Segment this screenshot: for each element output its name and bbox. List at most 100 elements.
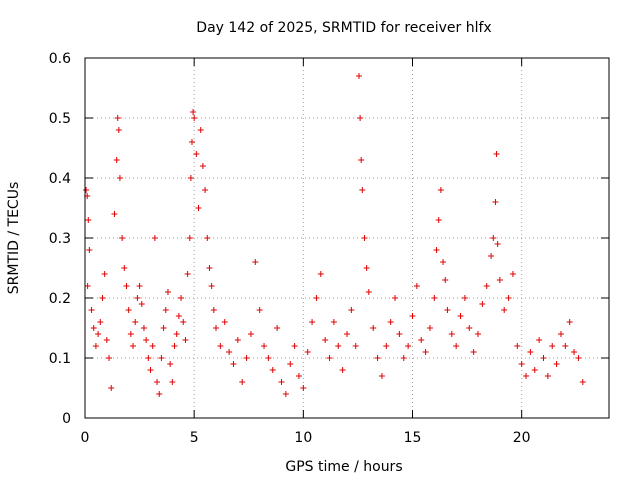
data-point: [370, 325, 377, 331]
data-point: [143, 337, 150, 343]
data-point: [151, 235, 158, 241]
data-point: [169, 379, 176, 385]
data-point: [204, 235, 211, 241]
data-point: [274, 325, 281, 331]
data-point: [184, 271, 191, 277]
data-point: [304, 349, 311, 355]
data-point: [193, 151, 200, 157]
data-point: [213, 325, 219, 331]
data-point: [413, 283, 420, 289]
data-point: [182, 337, 189, 343]
x-tick-label: 20: [513, 430, 531, 446]
data-point: [167, 361, 174, 367]
data-point: [518, 361, 525, 367]
data-point: [164, 289, 171, 295]
y-tick-label: 0: [62, 411, 71, 427]
x-tick-label: 10: [294, 430, 312, 446]
data-point: [226, 349, 233, 355]
data-point: [252, 259, 259, 265]
data-point: [453, 343, 460, 349]
data-point: [106, 355, 113, 361]
data-point: [433, 247, 440, 253]
data-point: [136, 283, 143, 289]
data-point: [97, 319, 104, 325]
data-point: [287, 361, 294, 367]
data-point: [84, 283, 91, 289]
data-point: [188, 139, 195, 145]
data-point: [514, 343, 521, 349]
data-point: [99, 295, 106, 301]
data-point: [125, 307, 132, 313]
data-point: [470, 349, 477, 355]
data-point: [187, 175, 194, 181]
data-point: [202, 187, 209, 193]
data-point: [431, 295, 438, 301]
data-point: [330, 319, 337, 325]
data-point: [313, 295, 320, 301]
data-point: [359, 187, 366, 193]
data-point: [479, 301, 486, 307]
data-point: [509, 271, 516, 277]
data-point: [206, 265, 213, 271]
data-point: [309, 319, 316, 325]
data-point: [149, 343, 156, 349]
data-point: [269, 367, 276, 373]
data-point: [579, 379, 586, 385]
x-tick-label: 15: [404, 430, 422, 446]
data-point: [505, 295, 512, 301]
data-point: [145, 355, 152, 361]
data-point: [154, 379, 161, 385]
data-point: [490, 235, 497, 241]
data-point: [444, 307, 451, 313]
data-point: [162, 307, 169, 313]
data-point: [348, 307, 355, 313]
data-point: [95, 331, 102, 337]
data-point: [247, 331, 254, 337]
data-point: [553, 361, 560, 367]
y-tick-label: 0.3: [49, 231, 71, 247]
data-point: [378, 373, 385, 379]
data-point: [300, 385, 307, 391]
data-point: [493, 151, 500, 157]
data-point: [199, 163, 206, 169]
data-point: [83, 187, 90, 193]
data-point: [531, 367, 538, 373]
data-point: [440, 259, 447, 265]
y-tick-label: 0.1: [49, 351, 71, 367]
data-point: [123, 283, 130, 289]
data-point: [197, 127, 204, 133]
data-point: [571, 349, 578, 355]
data-point: [483, 283, 490, 289]
data-point: [435, 217, 442, 223]
data-point: [115, 127, 122, 133]
data-point: [127, 331, 134, 337]
data-point: [322, 337, 329, 343]
data-point: [171, 343, 178, 349]
data-point: [448, 331, 455, 337]
gridlines: [85, 58, 609, 418]
data-point: [178, 295, 185, 301]
x-axis-label: GPS time / hours: [285, 459, 402, 475]
data-point: [358, 157, 365, 163]
data-point: [156, 391, 163, 397]
data-point: [461, 295, 468, 301]
data-point: [103, 337, 110, 343]
data-point: [243, 355, 250, 361]
data-point: [562, 343, 569, 349]
data-point: [138, 301, 145, 307]
data-point: [527, 349, 534, 355]
data-point: [210, 307, 217, 313]
data-point: [221, 319, 228, 325]
data-point: [365, 289, 372, 295]
data-point: [387, 319, 394, 325]
data-point: [113, 157, 120, 163]
data-point: [239, 379, 246, 385]
data-point: [335, 343, 342, 349]
data-point: [256, 307, 263, 313]
data-point: [544, 373, 551, 379]
data-point: [344, 331, 350, 337]
data-point: [396, 331, 403, 337]
data-point: [361, 235, 368, 241]
data-point: [90, 325, 97, 331]
